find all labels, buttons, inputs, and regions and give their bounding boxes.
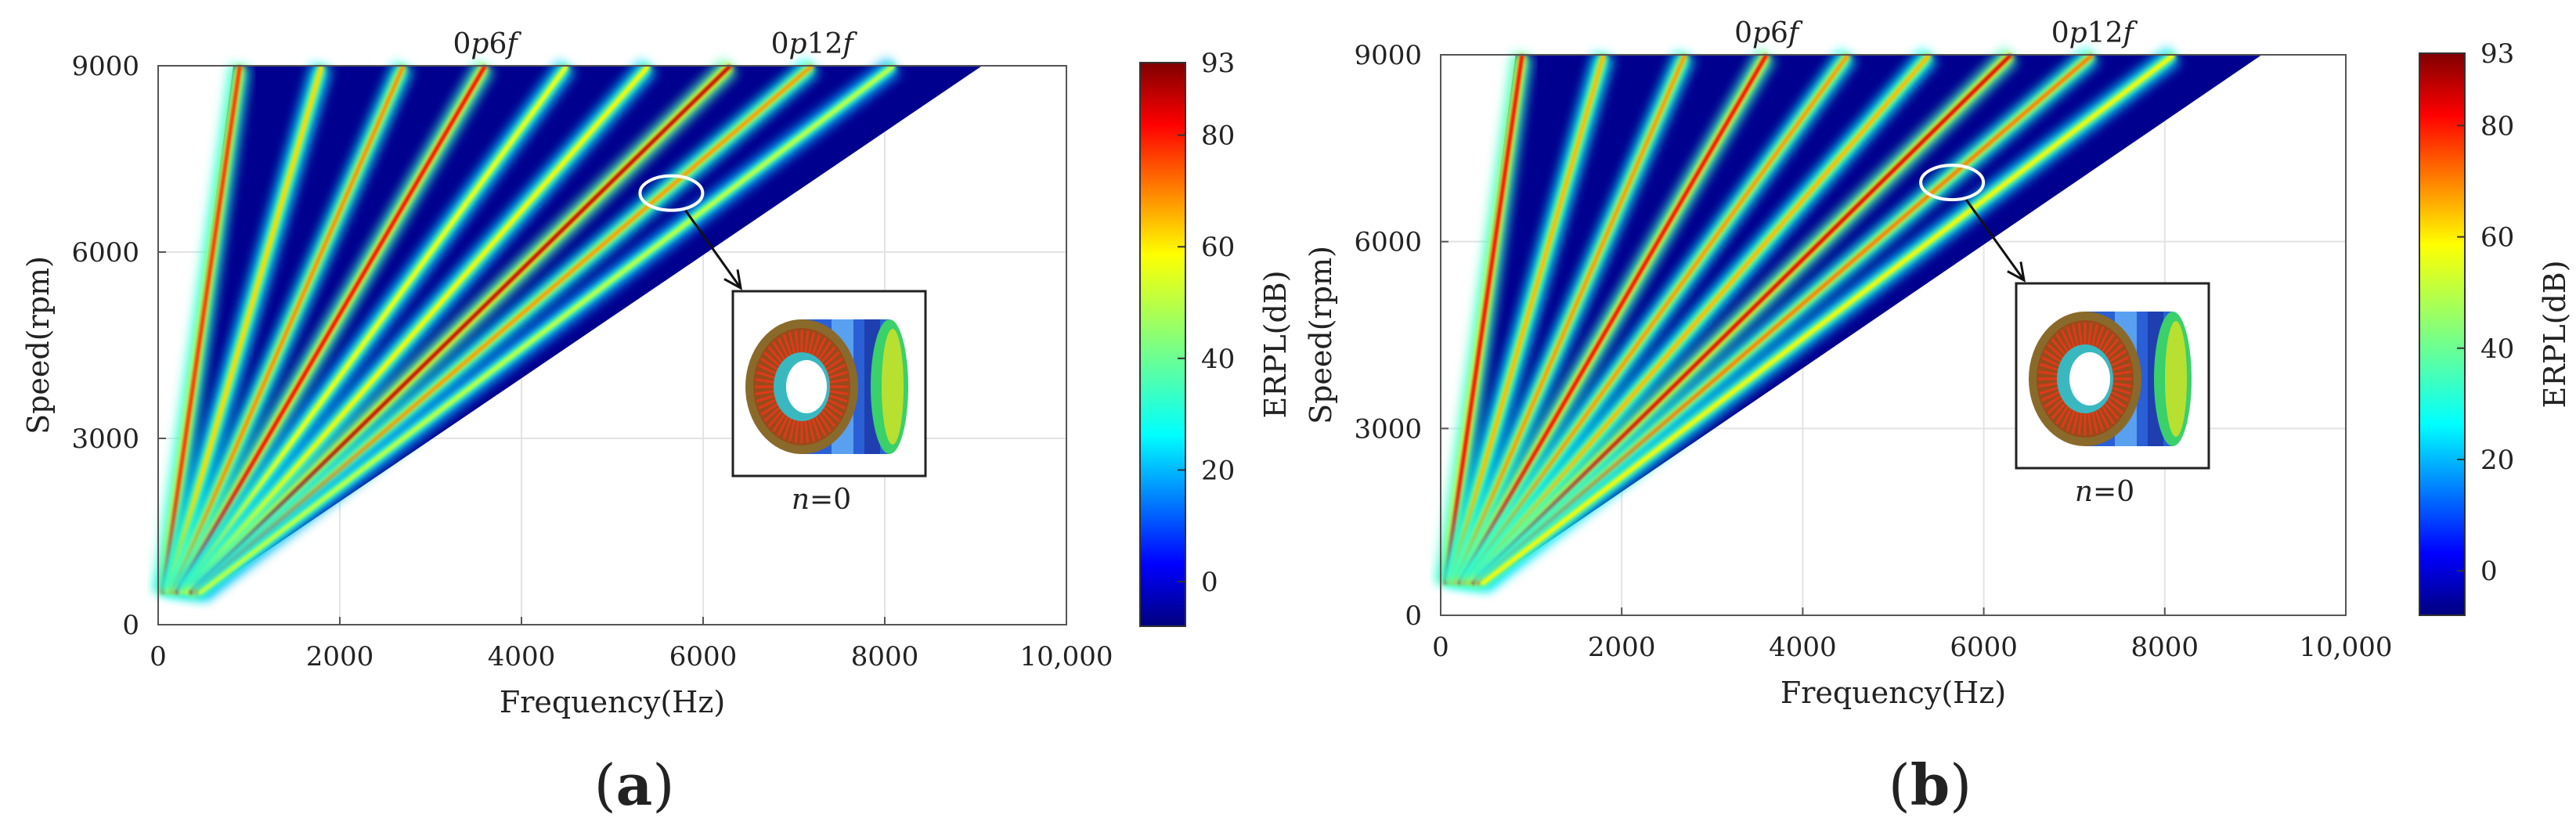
y-axis-label: Speed(rpm) (21, 256, 56, 434)
order-line-12 (157, 63, 332, 597)
x-tick-label: 6000 (669, 641, 738, 672)
colorbar-tick-label: 60 (1201, 232, 1235, 263)
arrow-head (2007, 261, 2026, 283)
colorbar-gradient (1139, 62, 1186, 627)
axes-frame (157, 65, 1067, 625)
inset-caption: n=0 (2075, 476, 2134, 508)
order-label: 0p6f (453, 28, 522, 60)
colorbar-tick-label: 80 (1201, 121, 1235, 152)
colorbar-gradient (2419, 52, 2466, 616)
mode-shape-inset (731, 290, 927, 478)
pointer-arrow (1964, 199, 2026, 281)
stator-teeth (2038, 323, 2132, 435)
colorbar-tick-label: 93 (1201, 48, 1235, 79)
colorbar-label: ERPL(dB) (2538, 260, 2572, 408)
order-line-6 (152, 64, 251, 596)
x-tick-label: 0 (1432, 632, 1449, 663)
order-line-48 (1470, 47, 2099, 593)
order-line-42 (182, 58, 738, 601)
colorbar-tick-label: 40 (1201, 344, 1235, 375)
y-tick-label: 3000 (1354, 413, 1422, 445)
y-tick-label: 0 (122, 610, 139, 641)
colorbar-tick-label: 0 (1201, 567, 1218, 598)
order-line-12 (1440, 52, 1614, 587)
pointer-arrow (684, 209, 742, 289)
arrow-head (723, 269, 742, 290)
colorbar-label: ERPL(dB) (1258, 270, 1293, 418)
order-line-30 (1455, 49, 1856, 590)
order-line-48 (187, 58, 819, 602)
x-tick-label: 4000 (488, 641, 556, 672)
x-tick-label: 4000 (1769, 632, 1837, 663)
order-label: 0p6f (1734, 17, 1803, 49)
colorbar: 0 20 40 60 80 93 ERPL(dB) (2419, 38, 2572, 616)
colorbar-tick-label: 60 (2480, 222, 2514, 254)
order-label: 0p12f (2051, 17, 2138, 49)
panel-a: 0 2000 4000 6000 8000 10,000 0 3000 6000 9000 Freq… (21, 28, 1293, 818)
order-line-18 (1445, 50, 1695, 589)
panel-b: 0 2000 4000 6000 8000 10,000 0 3000 6000 9000 Freq… (1304, 17, 2572, 818)
order-line-6 (1434, 53, 1532, 586)
order-line-24 (1449, 49, 1776, 589)
colorbar-tick-label: 80 (2480, 110, 2514, 142)
inset-caption: n=0 (792, 484, 851, 516)
x-axis-label: Frequency(Hz) (500, 685, 725, 719)
x-tick-label: 10,000 (1020, 641, 1113, 672)
y-tick-label: 6000 (71, 237, 139, 269)
order-line-54 (1475, 46, 2181, 593)
panel-label: (a) (594, 752, 675, 818)
x-tick-label: 8000 (2131, 632, 2199, 663)
y-tick-label: 3000 (71, 424, 139, 455)
y-tick-label: 9000 (71, 51, 139, 82)
x-tick-label: 2000 (1588, 632, 1656, 663)
colorbar-tick-label: 40 (2480, 333, 2514, 365)
y-tick-label: 6000 (1354, 227, 1422, 258)
stator-teeth (755, 330, 849, 443)
highlight-ellipse (638, 174, 705, 212)
x-tick-label: 2000 (306, 641, 374, 672)
order-line-18 (162, 61, 413, 598)
order-line-24 (167, 60, 494, 599)
x-tick-label: 10,000 (2300, 632, 2393, 663)
highlight-ellipse (1919, 164, 1986, 202)
panel-label: (b) (1889, 752, 1972, 818)
colorbar-tick-label: 20 (1201, 455, 1235, 486)
axes-frame (1440, 54, 2347, 616)
colorbar-tick-label: 93 (2480, 38, 2514, 70)
y-tick-label: 0 (1405, 600, 1422, 632)
order-line-42 (1465, 47, 2019, 592)
x-tick-label: 0 (150, 641, 167, 672)
order-line-30 (172, 59, 575, 600)
y-tick-label: 9000 (1354, 40, 1422, 71)
order-line-54 (193, 57, 900, 602)
x-tick-label: 8000 (851, 641, 919, 672)
order-label: 0p12f (771, 28, 858, 60)
order-line-36 (178, 59, 657, 600)
colorbar: 0 20 40 60 80 93 ERPL(dB) (1139, 48, 1293, 627)
x-axis-label: Frequency(Hz) (1780, 676, 2006, 710)
y-axis-label: Speed(rpm) (1304, 246, 1338, 424)
order-line-36 (1459, 48, 1938, 591)
colorbar-tick-label: 20 (2480, 445, 2514, 476)
mode-shape-inset (2015, 282, 2210, 470)
x-tick-label: 6000 (1950, 632, 2018, 663)
colorbar-tick-label: 0 (2480, 556, 2498, 587)
